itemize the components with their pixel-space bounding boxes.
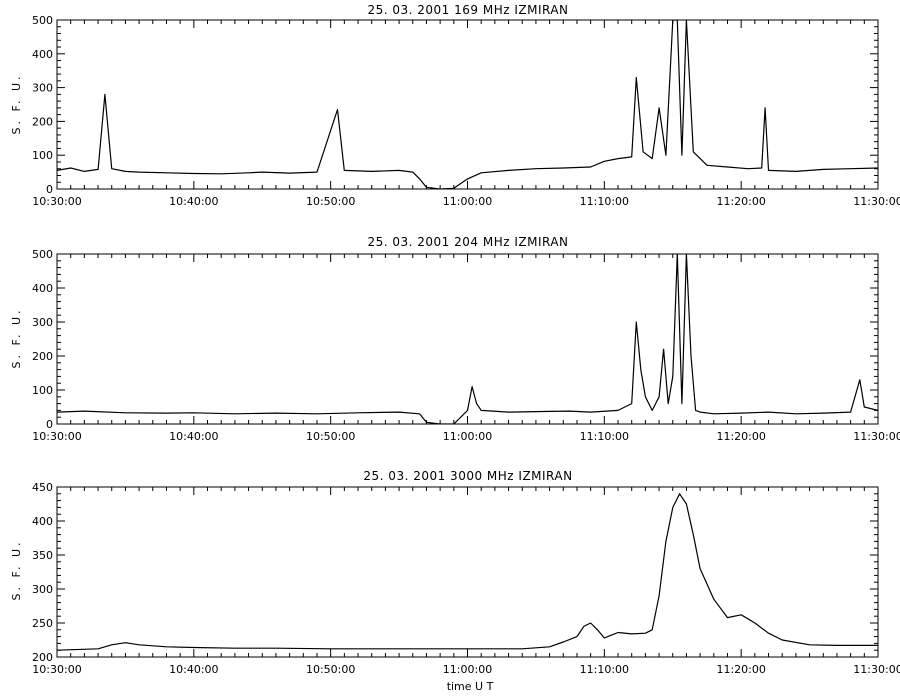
chart-panel-204mhz: 25. 03. 2001 204 MHz IZMIRAN S. F. U. 10…	[10, 235, 900, 443]
y-tick-label: 200	[32, 115, 53, 128]
x-tick-label: 11:00:00	[443, 195, 492, 208]
x-tick-label: 10:30:00	[32, 663, 81, 676]
x-tick-label: 10:40:00	[169, 663, 218, 676]
chart-title: 25. 03. 2001 169 MHz IZMIRAN	[367, 3, 568, 17]
y-tick-label: 0	[46, 183, 53, 196]
x-axis-label: time U T	[447, 680, 494, 693]
x-tick-label: 10:50:00	[306, 430, 355, 443]
x-tick-label: 11:30:00	[853, 430, 900, 443]
x-tick-label: 10:30:00	[32, 430, 81, 443]
x-tick-label: 11:20:00	[716, 195, 765, 208]
x-tick-label: 10:40:00	[169, 430, 218, 443]
y-tick-label: 100	[32, 149, 53, 162]
x-tick-label: 10:50:00	[306, 195, 355, 208]
y-tick-label: 500	[32, 248, 53, 261]
y-tick-label: 400	[32, 48, 53, 61]
y-tick-label: 300	[32, 82, 53, 95]
y-tick-label: 350	[32, 549, 53, 562]
x-tick-label: 11:10:00	[580, 663, 629, 676]
y-tick-label: 450	[32, 481, 53, 494]
chart-title: 25. 03. 2001 204 MHz IZMIRAN	[367, 235, 568, 249]
x-tick-label: 11:30:00	[853, 195, 900, 208]
series-line	[57, 254, 878, 424]
y-tick-label: 500	[32, 14, 53, 27]
y-axis-label: S. F. U.	[10, 539, 23, 600]
y-axis-label: S. F. U.	[10, 73, 23, 134]
chart-title: 25. 03. 2001 3000 MHz IZMIRAN	[363, 469, 572, 483]
x-tick-label: 11:00:00	[443, 430, 492, 443]
series-line	[57, 493, 878, 651]
y-tick-label: 250	[32, 617, 53, 630]
y-tick-label: 100	[32, 384, 53, 397]
y-tick-label: 300	[32, 583, 53, 596]
y-tick-label: 200	[32, 350, 53, 363]
y-tick-label: 0	[46, 418, 53, 431]
x-tick-label: 11:20:00	[716, 663, 765, 676]
series-line	[57, 20, 878, 189]
x-tick-label: 10:40:00	[169, 195, 218, 208]
y-axis-label: S. F. U.	[10, 307, 23, 368]
x-tick-label: 11:10:00	[580, 195, 629, 208]
y-tick-label: 400	[32, 282, 53, 295]
x-tick-label: 10:50:00	[306, 663, 355, 676]
chart-panel-169mhz: 25. 03. 2001 169 MHz IZMIRAN S. F. U. 10…	[10, 3, 900, 208]
x-tick-label: 11:10:00	[580, 430, 629, 443]
x-tick-label: 10:30:00	[32, 195, 81, 208]
y-tick-label: 400	[32, 515, 53, 528]
y-tick-label: 300	[32, 316, 53, 329]
x-tick-label: 11:20:00	[716, 430, 765, 443]
chart-panel-3000mhz: 25. 03. 2001 3000 MHz IZMIRAN S. F. U. 1…	[10, 469, 900, 676]
x-tick-label: 11:00:00	[443, 663, 492, 676]
x-tick-label: 11:30:00	[853, 663, 900, 676]
y-tick-label: 200	[32, 651, 53, 664]
